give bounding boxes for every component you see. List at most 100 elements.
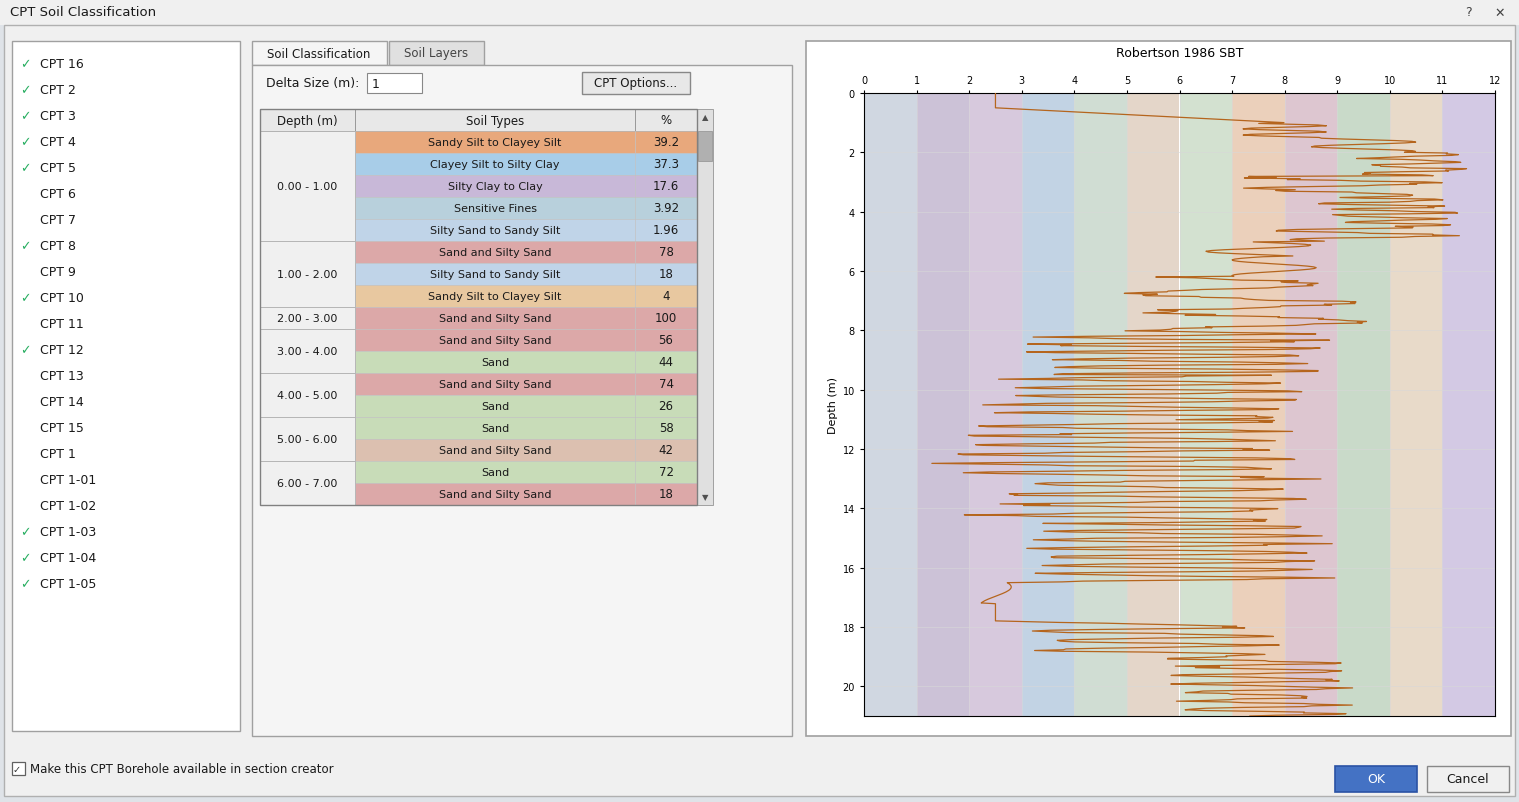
Text: ?: ? [1464,6,1472,19]
Bar [252,42,387,66]
Text: 6.00 - 7.00: 6.00 - 7.00 [278,479,337,488]
Text: 0.00 - 1.00: 0.00 - 1.00 [278,182,337,192]
Text: 37.3: 37.3 [653,158,679,172]
Text: CPT 1-03: CPT 1-03 [39,526,96,539]
Text: CPT 1-02: CPT 1-02 [39,500,96,512]
Text: Soil Classification: Soil Classification [267,47,371,60]
Text: Delta Size (m):: Delta Size (m): [266,78,360,91]
Bar [260,241,355,308]
Bar [635,176,697,198]
Bar [355,241,635,264]
Y-axis label: Depth (m): Depth (m) [828,376,838,433]
Text: ✓: ✓ [14,764,21,774]
Text: Sand: Sand [482,402,509,411]
Text: Depth (m): Depth (m) [276,115,337,128]
Text: Sandy Silt to Clayey Silt: Sandy Silt to Clayey Silt [428,138,562,148]
Text: Soil Layers: Soil Layers [404,47,468,60]
Bar [635,484,697,505]
Bar [635,198,697,220]
Bar [260,308,355,330]
Text: 78: 78 [659,246,673,259]
Text: 18: 18 [659,488,673,501]
Text: 58: 58 [659,422,673,435]
Text: CPT 8: CPT 8 [39,241,76,253]
Text: 4: 4 [662,290,670,303]
Text: CPT 6: CPT 6 [39,188,76,201]
Bar [355,330,635,351]
Text: Sand and Silty Sand: Sand and Silty Sand [439,489,551,500]
Text: Sensitive Fines: Sensitive Fines [454,204,536,214]
Bar [355,484,635,505]
Text: 100: 100 [655,312,677,325]
Bar [635,154,697,176]
Bar [260,110,697,505]
Text: Sand and Silty Sand: Sand and Silty Sand [439,335,551,346]
Text: CPT 9: CPT 9 [39,266,76,279]
Bar [355,110,635,132]
Bar [1285,94,1337,716]
Text: Sand and Silty Sand: Sand and Silty Sand [439,445,551,456]
Text: 5.00 - 6.00: 5.00 - 6.00 [278,435,337,444]
Text: CPT 1: CPT 1 [39,448,76,461]
Bar [635,241,697,264]
Bar [635,418,697,439]
Text: CPT 1-05: CPT 1-05 [39,577,96,591]
Bar [635,110,697,132]
Bar [355,154,635,176]
Bar [635,395,697,418]
Text: Clayey Silt to Silty Clay: Clayey Silt to Silty Clay [430,160,559,170]
Bar [355,395,635,418]
Bar [355,264,635,286]
Text: CPT 14: CPT 14 [39,396,84,409]
Text: ✓: ✓ [20,577,30,591]
Text: 74: 74 [659,378,673,391]
Text: Sand: Sand [482,468,509,477]
Bar [635,286,697,308]
Text: ✓: ✓ [20,59,30,71]
Bar [260,132,355,241]
Bar [1426,766,1508,792]
Bar [260,418,355,461]
Text: Sand: Sand [482,358,509,367]
Text: Sand and Silty Sand: Sand and Silty Sand [439,379,551,390]
Text: 3.00 - 4.00: 3.00 - 4.00 [278,346,337,357]
Text: 1.96: 1.96 [653,225,679,237]
Text: 1: 1 [372,78,380,91]
Text: 44: 44 [659,356,673,369]
Bar [1335,766,1417,792]
Bar [635,132,697,154]
Bar [864,94,916,716]
Bar [260,110,355,132]
Bar [635,439,697,461]
Text: CPT 11: CPT 11 [39,318,84,331]
Text: CPT Soil Classification: CPT Soil Classification [11,6,156,19]
Text: 4.00 - 5.00: 4.00 - 5.00 [278,391,337,400]
Text: ✓: ✓ [20,162,30,176]
Bar [916,94,969,716]
Text: 39.2: 39.2 [653,136,679,149]
Text: Silty Sand to Sandy Silt: Silty Sand to Sandy Silt [430,225,561,236]
Bar [1022,94,1074,716]
Bar [355,308,635,330]
Text: CPT 1-01: CPT 1-01 [39,474,96,487]
Bar [1179,94,1232,716]
Bar [1443,94,1495,716]
Text: CPT 1-04: CPT 1-04 [39,552,96,565]
Bar [355,220,635,241]
Bar [697,110,712,505]
Text: 2.00 - 3.00: 2.00 - 3.00 [278,314,337,323]
Text: CPT Options...: CPT Options... [594,78,677,91]
Bar [355,198,635,220]
Bar [260,461,355,505]
Bar [1390,94,1443,716]
Bar [355,439,635,461]
Text: ✓: ✓ [20,344,30,357]
Text: Soil Types: Soil Types [466,115,524,128]
Text: ✕: ✕ [1495,6,1505,19]
Bar [355,286,635,308]
Bar [1337,94,1390,716]
Bar [355,132,635,154]
Text: CPT 13: CPT 13 [39,370,84,383]
Bar [368,74,422,94]
Text: CPT 16: CPT 16 [39,59,84,71]
